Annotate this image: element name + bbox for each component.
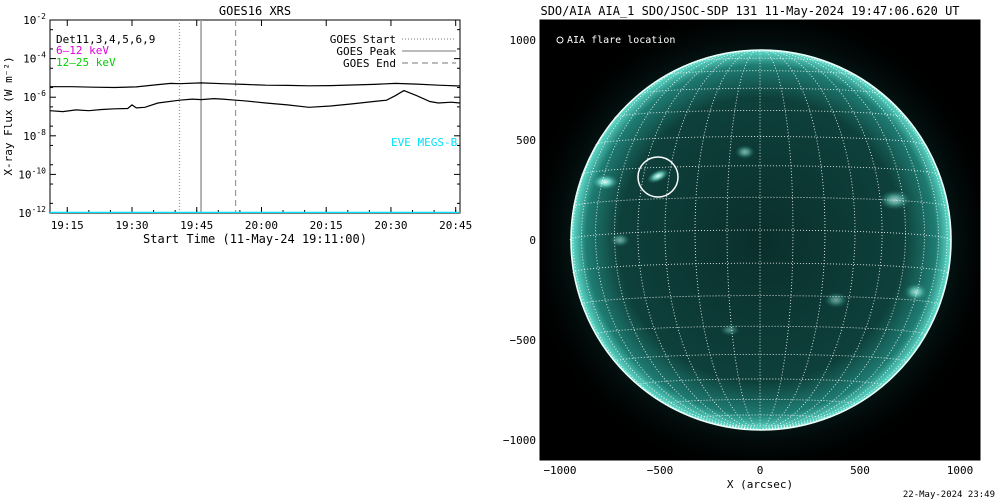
- goes-x-tick-label: 20:45: [439, 219, 472, 232]
- eve-megs-b-label: EVE MEGS-B: [391, 136, 458, 149]
- active-regions: [591, 145, 928, 336]
- flare-location-circle: [637, 156, 679, 198]
- goes-x-tick-label: 20:00: [245, 219, 278, 232]
- heliographic-grid: [569, 49, 951, 431]
- goes-time-markers: [178, 20, 237, 213]
- flare-legend-marker: [556, 36, 564, 44]
- active-region: [720, 324, 740, 336]
- solar-limb: [570, 49, 952, 431]
- detector-label: Det11,3,4,5,6,9: [56, 33, 155, 46]
- aia-image-panel: SDO/AIA AIA_1 SDO/JSOC-SDP 131 11-May-20…: [503, 4, 981, 491]
- energy-label-6-12: 6–12 keV: [56, 44, 109, 57]
- longitude-line: [581, 51, 761, 431]
- goes-y-tick-label: 10-8: [23, 128, 46, 143]
- active-region: [824, 292, 848, 308]
- solar-disk: [571, 50, 951, 430]
- aia-y-tick-label: −500: [510, 334, 537, 347]
- goes-short-series: [50, 89, 460, 113]
- active-region: [904, 283, 928, 301]
- legend-goes-start-label: GOES Start: [330, 33, 396, 46]
- active-region: [610, 233, 630, 247]
- goes-x-tick-label: 19:30: [115, 219, 148, 232]
- goes-x-tick-label: 19:45: [180, 219, 213, 232]
- aia-x-tick-label: 0: [757, 464, 764, 477]
- aia-x-tick-label: −500: [647, 464, 674, 477]
- flare-hotspot: [646, 168, 670, 184]
- aia-x-tick-label: 1000: [947, 464, 974, 477]
- aia-y-axis: 1000 500 0 −500 −1000: [503, 34, 546, 447]
- goes-y-tick-label: 10-12: [18, 205, 46, 220]
- aia-x-axis: −1000 −500 0 500 1000: [543, 454, 973, 477]
- aia-y-tick-label: 500: [516, 134, 536, 147]
- latitude-line: [664, 398, 856, 405]
- aia-x-axis-label: X (arcsec): [727, 478, 793, 491]
- goes-x-axis: 19:15 19:30 19:45 20:00 20:15 20:30 20:45: [51, 20, 472, 232]
- legend-goes-peak-label: GOES Peak: [336, 45, 396, 58]
- aia-y-tick-label: 0: [529, 234, 536, 247]
- active-region: [591, 174, 619, 190]
- aia-y-tick-label: −1000: [503, 434, 536, 447]
- goes-y-tick-label: 10-4: [23, 51, 46, 66]
- goes-series-lines: [50, 82, 460, 213]
- goes-plot-frame: [49, 19, 461, 214]
- goes-long-series: [50, 82, 460, 89]
- energy-label-12-25: 12–25 keV: [56, 56, 116, 69]
- longitude-line: [637, 50, 761, 431]
- aia-image-title: SDO/AIA AIA_1 SDO/JSOC-SDP 131 11-May-20…: [540, 4, 959, 18]
- longitude-line: [759, 49, 856, 431]
- aia-y-tick-label: 1000: [510, 34, 537, 47]
- goes-x-axis-label: Start Time (11-May-24 19:11:00): [143, 232, 367, 246]
- goes-y-axis-label: X-ray Flux (W m⁻²): [2, 56, 15, 175]
- goes-legend: GOES Start GOES Peak GOES End: [330, 33, 456, 70]
- longitude-line: [726, 49, 761, 431]
- latitude-line: [694, 414, 826, 419]
- aia-x-tick-label: 500: [850, 464, 870, 477]
- legend-goes-end-label: GOES End: [343, 57, 396, 70]
- goes-xrs-panel: GOES16 XRS 10-2 10-4 10-6 10-8 10-10 10-12 19…: [2, 4, 472, 246]
- longitude-line: [759, 51, 939, 431]
- latitude-line: [637, 378, 883, 386]
- longitude-line: [664, 49, 761, 431]
- footer-timestamp: 22-May-2024 23:49: [903, 490, 995, 500]
- longitude-line: [759, 50, 906, 431]
- latitude-line: [581, 165, 939, 175]
- goes-chart-title: GOES16 XRS: [219, 4, 291, 18]
- longitude-line: [614, 50, 761, 431]
- active-region: [735, 145, 755, 159]
- goes-y-tick-label: 10-2: [23, 12, 46, 27]
- longitude-line: [759, 49, 794, 431]
- goes-x-tick-label: 20:15: [310, 219, 343, 232]
- goes-y-axis: 10-2 10-4 10-6 10-8 10-10 10-12: [18, 12, 460, 220]
- aia-x-tick-label: −1000: [543, 464, 576, 477]
- flare-legend-label: AIA flare location: [567, 35, 675, 46]
- active-region: [879, 190, 911, 210]
- latitude-line: [581, 295, 939, 306]
- goes-x-tick-label: 20:30: [374, 219, 407, 232]
- latitude-line: [665, 70, 855, 76]
- aia-image: AIA flare location: [540, 20, 980, 460]
- goes-x-tick-label: 19:15: [51, 219, 84, 232]
- goes-y-tick-label: 10-6: [23, 89, 46, 104]
- latitude-line: [726, 424, 794, 428]
- latitude-line: [595, 325, 925, 336]
- goes-y-tick-label: 10-10: [18, 166, 46, 181]
- longitude-line: [759, 50, 883, 431]
